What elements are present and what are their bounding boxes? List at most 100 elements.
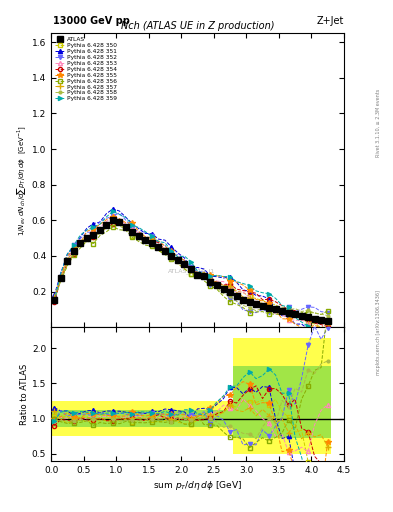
Pythia 6.428 356	[65, 263, 70, 269]
Pythia 6.428 358	[91, 232, 96, 239]
Pythia 6.428 350	[293, 314, 298, 320]
Pythia 6.428 350	[91, 234, 96, 240]
Pythia 6.428 358	[163, 248, 167, 254]
Pythia 6.428 351	[169, 244, 174, 250]
Pythia 6.428 354	[176, 257, 180, 263]
Pythia 6.428 351	[65, 251, 70, 257]
Pythia 6.428 351	[280, 313, 285, 319]
Pythia 6.428 355	[299, 325, 304, 331]
ATLAS	[84, 235, 89, 241]
Pythia 6.428 351	[137, 226, 141, 232]
Pythia 6.428 353	[169, 252, 174, 258]
Pythia 6.428 359	[208, 273, 213, 279]
Pythia 6.428 355	[267, 301, 272, 307]
Pythia 6.428 356	[234, 301, 239, 307]
Pythia 6.428 358	[117, 223, 122, 229]
Pythia 6.428 350	[52, 295, 57, 302]
Pythia 6.428 352	[228, 296, 232, 302]
Pythia 6.428 350	[163, 250, 167, 256]
Pythia 6.428 354	[299, 314, 304, 321]
ATLAS	[72, 247, 76, 253]
Pythia 6.428 358	[150, 240, 154, 246]
ATLAS	[150, 240, 154, 246]
ATLAS	[65, 258, 70, 264]
Pythia 6.428 353	[110, 214, 115, 220]
Pythia 6.428 357	[104, 222, 109, 228]
Pythia 6.428 351	[202, 266, 206, 272]
Pythia 6.428 357	[130, 228, 135, 234]
Pythia 6.428 356	[195, 270, 200, 276]
ATLAS	[254, 301, 259, 307]
Pythia 6.428 352	[65, 256, 70, 262]
Pythia 6.428 353	[293, 317, 298, 323]
Pythia 6.428 357	[254, 300, 259, 306]
Pythia 6.428 356	[254, 309, 259, 315]
Pythia 6.428 355	[254, 296, 259, 303]
Pythia 6.428 354	[169, 253, 174, 260]
Pythia 6.428 354	[312, 320, 317, 326]
Pythia 6.428 357	[202, 269, 206, 275]
Pythia 6.428 359	[241, 281, 245, 287]
Pythia 6.428 356	[312, 310, 317, 316]
Pythia 6.428 355	[195, 269, 200, 275]
Pythia 6.428 350	[176, 261, 180, 267]
Pythia 6.428 352	[150, 233, 154, 239]
Pythia 6.428 357	[137, 232, 141, 238]
Pythia 6.428 351	[143, 230, 148, 237]
Pythia 6.428 354	[208, 278, 213, 284]
Pythia 6.428 353	[208, 275, 213, 281]
Pythia 6.428 359	[156, 239, 161, 245]
Pythia 6.428 355	[84, 228, 89, 234]
Pythia 6.428 351	[228, 274, 232, 280]
Pythia 6.428 354	[104, 225, 109, 231]
Pythia 6.428 352	[169, 252, 174, 259]
Pythia 6.428 357	[176, 259, 180, 265]
ATLAS	[306, 314, 310, 321]
Pythia 6.428 350	[208, 278, 213, 284]
Pythia 6.428 353	[117, 217, 122, 223]
Pythia 6.428 350	[306, 321, 310, 327]
Pythia 6.428 356	[182, 266, 187, 272]
Pythia 6.428 356	[293, 313, 298, 319]
Pythia 6.428 351	[84, 225, 89, 231]
Pythia 6.428 350	[319, 324, 323, 330]
Pythia 6.428 350	[169, 253, 174, 259]
ATLAS	[137, 233, 141, 240]
Pythia 6.428 359	[293, 314, 298, 321]
Pythia 6.428 359	[104, 214, 109, 220]
Pythia 6.428 358	[137, 237, 141, 243]
Pythia 6.428 351	[319, 325, 323, 331]
Pythia 6.428 353	[306, 319, 310, 325]
Pythia 6.428 350	[72, 250, 76, 256]
ATLAS	[234, 293, 239, 299]
Pythia 6.428 356	[78, 245, 83, 251]
Pythia 6.428 357	[65, 257, 70, 263]
Pythia 6.428 354	[286, 307, 291, 313]
ATLAS	[176, 258, 180, 264]
Pythia 6.428 355	[215, 273, 219, 279]
Pythia 6.428 357	[312, 318, 317, 324]
Pythia 6.428 357	[228, 283, 232, 289]
Pythia 6.428 354	[241, 287, 245, 293]
Pythia 6.428 359	[130, 222, 135, 228]
Pythia 6.428 359	[228, 273, 232, 280]
Pythia 6.428 353	[247, 294, 252, 301]
Pythia 6.428 354	[228, 281, 232, 287]
Pythia 6.428 359	[189, 259, 193, 265]
Pythia 6.428 355	[78, 240, 83, 246]
Pythia 6.428 352	[176, 252, 180, 258]
Pythia 6.428 354	[254, 290, 259, 296]
ATLAS	[273, 306, 278, 312]
Pythia 6.428 358	[176, 257, 180, 263]
Pythia 6.428 359	[202, 271, 206, 277]
Pythia 6.428 354	[150, 238, 154, 244]
Pythia 6.428 356	[325, 308, 330, 314]
Pythia 6.428 359	[110, 208, 115, 215]
Pythia 6.428 356	[104, 229, 109, 235]
Pythia 6.428 353	[221, 279, 226, 285]
Pythia 6.428 351	[273, 306, 278, 312]
Pythia 6.428 358	[195, 271, 200, 278]
Pythia 6.428 353	[104, 219, 109, 225]
Line: Pythia 6.428 353: Pythia 6.428 353	[52, 215, 330, 324]
Pythia 6.428 356	[319, 311, 323, 317]
